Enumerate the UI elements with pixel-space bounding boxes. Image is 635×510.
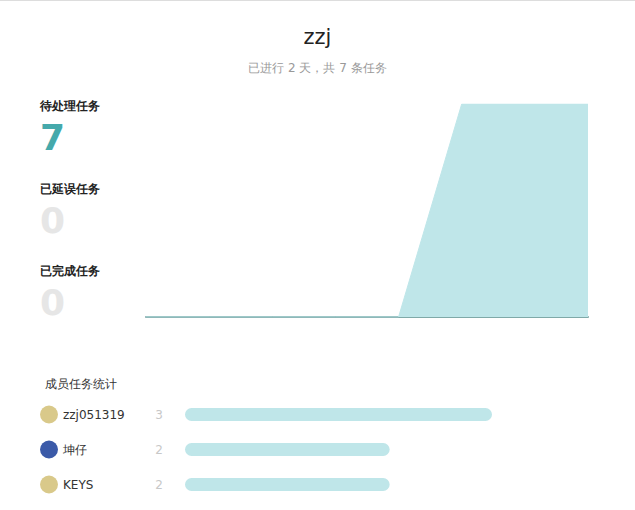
svg-text:成员任务统计: 成员任务统计 bbox=[45, 377, 117, 391]
html-text:7: 7 bbox=[40, 117, 66, 158]
html-text:待处理任务: 待处理任务 bbox=[40, 99, 100, 113]
svg-text:2: 2 bbox=[155, 443, 163, 457]
html-text:已延误任务: 已延误任务 bbox=[40, 182, 100, 196]
svg-text:2: 2 bbox=[155, 478, 163, 492]
svg-text:3: 3 bbox=[155, 408, 163, 422]
html-text:已完成任务: 已完成任务 bbox=[40, 264, 100, 278]
html-text:0: 0 bbox=[40, 282, 66, 323]
svg-text:坤仔: 坤仔 bbox=[62, 443, 87, 457]
html-text:0: 0 bbox=[40, 200, 66, 241]
html-text:zzj: zzj bbox=[303, 25, 332, 49]
html-text:已进行 2 天，共 7 条任务: 已进行 2 天，共 7 条任务 bbox=[248, 61, 387, 75]
svg-text:KEYS: KEYS bbox=[63, 478, 93, 492]
svg-text:zzj051319: zzj051319 bbox=[63, 408, 125, 422]
